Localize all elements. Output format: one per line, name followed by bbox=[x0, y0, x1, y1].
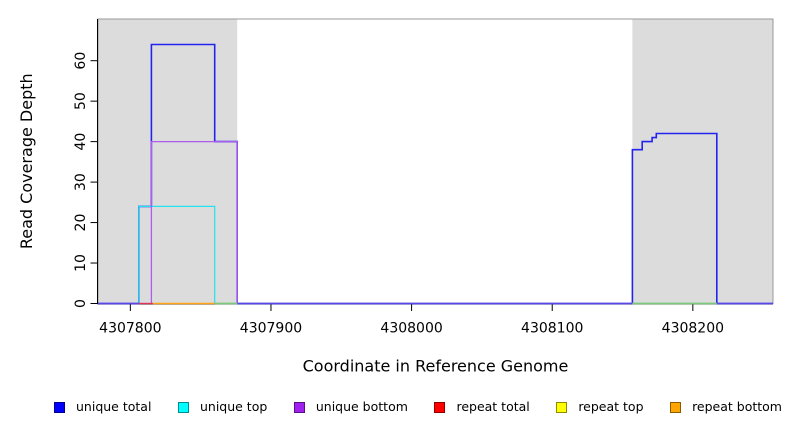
legend-swatch-repeat-bottom bbox=[670, 401, 682, 413]
legend-label-unique-top: unique top bbox=[199, 398, 268, 414]
legend-swatch-unique-bottom bbox=[293, 401, 305, 413]
shaded-region bbox=[632, 19, 773, 304]
legend-item-unique-bottom: unique bottom bbox=[293, 398, 408, 414]
y-tick-label: 0 bbox=[73, 299, 89, 308]
y-tick-label: 10 bbox=[73, 254, 89, 272]
x-axis-title: Coordinate in Reference Genome bbox=[303, 357, 569, 376]
legend-item-unique-total: unique total bbox=[54, 398, 152, 414]
x-tick-label: 4308200 bbox=[662, 321, 724, 337]
legend-item-repeat-bottom: repeat bottom bbox=[670, 398, 782, 414]
x-tick-label: 4308100 bbox=[521, 321, 583, 337]
legend-item-repeat-top: repeat top bbox=[556, 398, 644, 414]
x-tick-label: 4307900 bbox=[240, 321, 302, 337]
series-line-unique-bottom bbox=[150, 140, 238, 304]
legend-item-unique-top: unique top bbox=[177, 398, 268, 414]
y-tick-label: 30 bbox=[73, 173, 89, 191]
x-tick-label: 4308000 bbox=[380, 321, 442, 337]
y-tick-label: 20 bbox=[73, 214, 89, 232]
legend-item-repeat-total: repeat total bbox=[434, 398, 530, 414]
y-tick-label: 50 bbox=[73, 92, 89, 110]
y-tick-label: 40 bbox=[73, 133, 89, 151]
legend-label-repeat-top: repeat top bbox=[578, 398, 644, 414]
legend-swatch-unique-total bbox=[54, 401, 65, 413]
legend-label-unique-total: unique total bbox=[76, 398, 152, 414]
y-axis-title: Read Coverage Depth bbox=[17, 73, 36, 249]
coverage-chart: 4307800 4307900 4308000 4308100 4308200 0 10 20… bbox=[17, 18, 774, 376]
y-tick-label: 60 bbox=[73, 52, 89, 70]
legend-swatch-unique-top bbox=[177, 401, 189, 413]
legend-label-repeat-total: repeat total bbox=[456, 398, 530, 414]
legend-label-unique-bottom: unique bottom bbox=[315, 398, 408, 414]
legend-label-repeat-bottom: repeat bottom bbox=[692, 398, 782, 414]
series-line-unique-top bbox=[138, 205, 216, 304]
shaded-region bbox=[98, 19, 238, 304]
chart-legend: unique total unique top unique bottom repea… bbox=[0, 395, 792, 419]
x-tick-label: 4307800 bbox=[99, 321, 161, 337]
legend-swatch-repeat-total bbox=[434, 401, 446, 413]
legend-swatch-repeat-top bbox=[556, 401, 568, 413]
